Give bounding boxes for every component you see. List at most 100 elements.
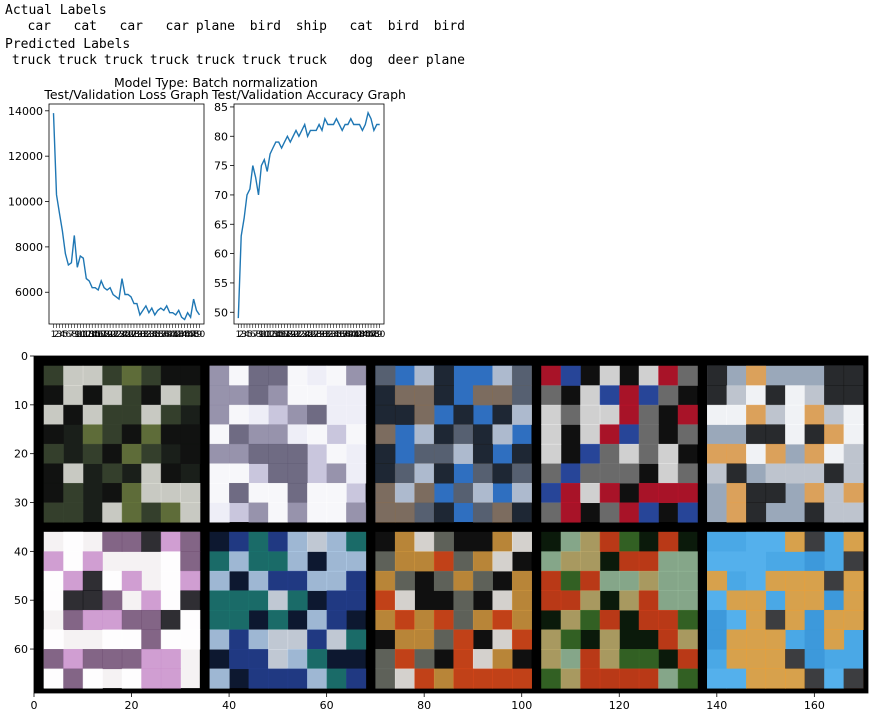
thumbnail-pixel	[638, 502, 659, 523]
x-tick-label: 120	[609, 699, 630, 712]
x-tick-label: 10	[75, 330, 87, 340]
x-tick-label: 28	[310, 330, 322, 340]
thumbnail-pixel	[580, 424, 601, 445]
thumbnail-pixel	[804, 551, 825, 572]
thumbnail-pixel	[765, 629, 786, 650]
thumbnail-pixel	[765, 424, 786, 445]
thumbnail-pixel	[394, 463, 415, 484]
actual-label-0: car	[27, 19, 51, 34]
x-tick-label: 2	[54, 330, 60, 340]
thumbnail-pixel	[102, 443, 123, 464]
thumbnail-pixel	[677, 463, 698, 484]
thumbnail-pixel	[268, 502, 289, 523]
thumbnail-pixel	[326, 570, 347, 591]
thumbnail-pixel	[619, 570, 640, 591]
x-tick-label: 38	[158, 330, 170, 340]
thumbnail-pixel	[785, 424, 806, 445]
thumbnail-pixel	[785, 531, 806, 552]
thumbnail-pixel	[677, 668, 698, 689]
thumbnail-pixel	[394, 590, 415, 611]
thumbnail-pixel	[599, 629, 620, 650]
predicted-label-0: truck	[11, 53, 51, 68]
thumbnail-pixel	[326, 385, 347, 406]
x-tick-label: 39	[161, 330, 173, 340]
thumbnail-pixel	[82, 424, 103, 445]
thumbnail-pixel	[746, 365, 767, 386]
y-tick-label: 60	[14, 643, 28, 656]
thumbnail-pixel	[63, 482, 84, 504]
thumbnail-pixel	[346, 502, 367, 523]
x-tick-label: 6	[250, 330, 256, 340]
thumbnail-pixel	[580, 443, 601, 464]
thumbnail-pixel	[765, 609, 786, 631]
thumbnail-pixel	[121, 570, 142, 591]
thumbnail-pixel	[785, 463, 806, 484]
thumbnail-pixel	[394, 649, 415, 670]
thumbnail-pixel	[746, 570, 767, 591]
thumbnail-pixel	[492, 629, 513, 650]
thumbnail-pixel	[638, 482, 659, 504]
thumbnail-pixel	[765, 463, 786, 484]
thumbnail-pixel	[209, 502, 230, 523]
thumbnail-pixel	[804, 443, 825, 464]
thumbnail-pixel	[375, 424, 396, 445]
thumbnail-pixel	[375, 590, 396, 611]
thumbnail-pixel	[599, 609, 620, 631]
thumbnail-pixel	[453, 424, 474, 445]
x-tick-label: 7	[68, 330, 74, 340]
thumbnail-pixel	[209, 551, 230, 572]
thumbnail-pixel	[765, 668, 786, 689]
thumbnail-pixel	[375, 463, 396, 484]
thumbnail-pixel	[785, 668, 806, 689]
thumbnail-pixel	[180, 385, 201, 406]
thumbnail-pixel	[229, 463, 250, 484]
thumbnail-pixel	[541, 668, 562, 689]
thumbnail-pixel	[63, 531, 84, 552]
thumbnail-pixel	[638, 424, 659, 445]
thumbnail-pixel	[824, 590, 845, 611]
thumbnail-pixel	[229, 551, 250, 572]
thumbnail-pixel	[307, 385, 328, 406]
thumbnail-pixel	[746, 551, 767, 572]
thumbnail-pixel	[414, 531, 435, 552]
thumbnail-pixel	[326, 365, 347, 386]
thumbnail-pixel	[43, 629, 64, 650]
thumbnail-pixel	[707, 609, 728, 631]
thumbnail-pixel	[102, 365, 123, 386]
thumbnail-pixel	[726, 443, 747, 464]
thumbnail-pixel	[560, 570, 581, 591]
x-tick-label: 19	[285, 330, 297, 340]
thumbnail-pixel	[160, 385, 181, 406]
thumbnail-pixel	[453, 551, 474, 572]
thumbnail-pixel	[843, 365, 864, 386]
thumbnail-pixel	[287, 424, 308, 445]
thumbnail-pixel	[121, 365, 142, 386]
thumbnail-pixel	[160, 531, 181, 552]
x-tick-label: 0	[31, 699, 38, 712]
thumbnail-pixel	[394, 629, 415, 650]
thumbnail-pixel	[307, 404, 328, 425]
thumbnail-pixel	[43, 404, 64, 425]
actual-label-8: bird	[387, 19, 419, 34]
thumbnail-pixel	[209, 482, 230, 504]
predicted-label-8: deer	[387, 53, 419, 68]
thumbnail-pixel	[63, 590, 84, 611]
series-line	[52, 113, 201, 321]
thumbnail-pixel	[375, 482, 396, 504]
thumbnail-pixel	[677, 590, 698, 611]
thumbnail-pixel	[843, 531, 864, 552]
thumbnail-pixel	[746, 531, 767, 552]
thumbnail-pixel	[541, 482, 562, 504]
x-tick-label: 42	[351, 330, 362, 340]
thumbnail-pixel	[160, 502, 181, 523]
thumbnail-pixel	[180, 424, 201, 445]
y-tick-label: 30	[14, 497, 28, 510]
thumbnail-pixel	[209, 404, 230, 425]
thumbnail-pixel	[453, 649, 474, 670]
thumbnail-pixel	[160, 482, 181, 504]
x-tick-label: 34	[146, 330, 158, 340]
thumbnail-pixel	[746, 649, 767, 670]
thumbnail-pixel	[268, 365, 289, 386]
thumbnail-pixel	[638, 385, 659, 406]
thumbnail-pixel	[268, 649, 289, 670]
